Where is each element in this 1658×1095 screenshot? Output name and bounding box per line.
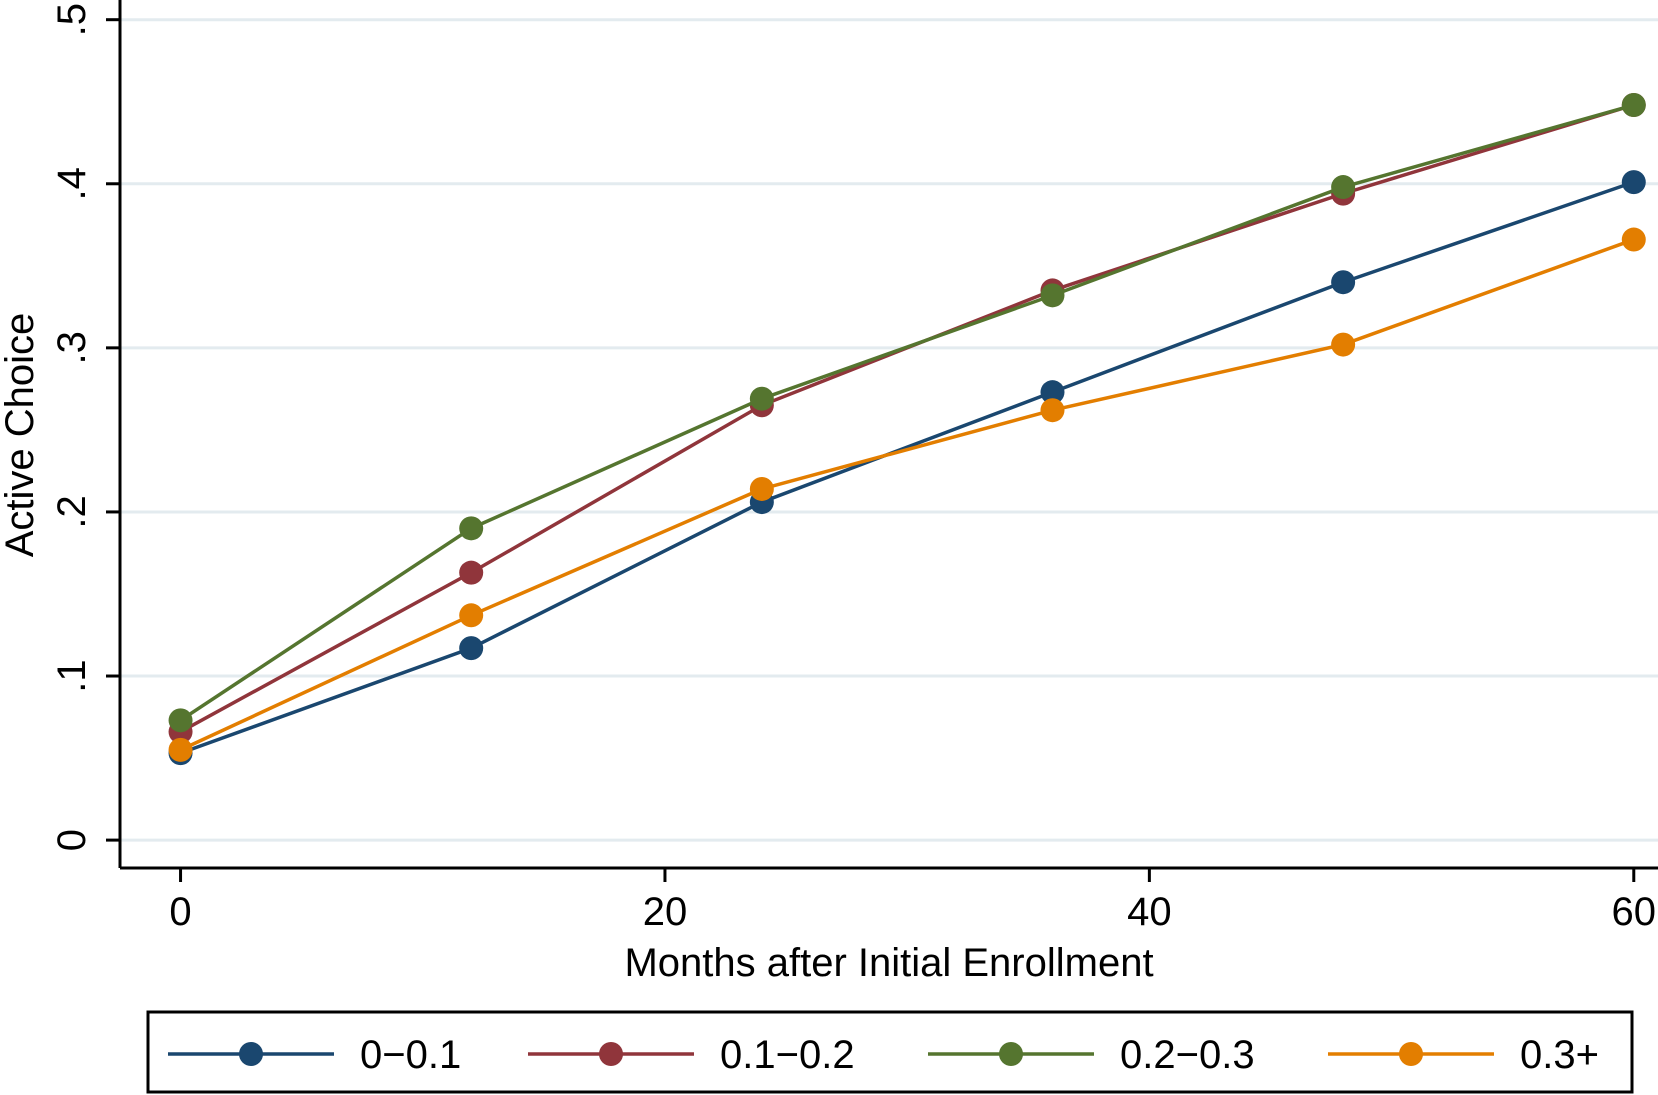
legend-label: 0.2−0.3 bbox=[1120, 1033, 1255, 1077]
legend-label: 0.1−0.2 bbox=[720, 1033, 855, 1077]
y-tick-label: .4 bbox=[50, 167, 94, 200]
data-point bbox=[1040, 283, 1065, 308]
series-0.3+ bbox=[168, 227, 1646, 762]
y-tick-label: .3 bbox=[50, 331, 94, 364]
axes: 0 .1 .2 .3 .4 .5 0 20 40 60 bbox=[50, 0, 1658, 934]
data-point bbox=[459, 560, 484, 585]
legend-swatch-marker bbox=[239, 1042, 263, 1066]
data-point bbox=[1621, 170, 1646, 195]
legend-swatch-marker bbox=[999, 1042, 1023, 1066]
data-point bbox=[749, 386, 774, 411]
legend-swatch-marker bbox=[599, 1042, 623, 1066]
x-tick-label: 40 bbox=[1127, 890, 1172, 934]
data-point bbox=[1040, 398, 1065, 423]
data-point bbox=[1331, 332, 1356, 357]
x-tick-label: 20 bbox=[643, 890, 688, 934]
y-tick-label: .5 bbox=[50, 3, 94, 36]
legend-box bbox=[146, 1010, 1634, 1094]
y-axis-title: Active Choice bbox=[0, 313, 42, 558]
data-point bbox=[1040, 380, 1065, 405]
series-group bbox=[168, 93, 1646, 766]
data-point bbox=[459, 516, 484, 541]
legend-label: 0−0.1 bbox=[360, 1033, 461, 1077]
x-axis-title: Months after Initial Enrollment bbox=[624, 941, 1153, 985]
data-point bbox=[1331, 175, 1356, 200]
legend-swatch-marker bbox=[1399, 1042, 1423, 1066]
data-point bbox=[168, 737, 193, 762]
legend: 0−0.1 0.1−0.2 0.2−0.3 0.3+ bbox=[146, 1010, 1634, 1094]
y-tick-label: .1 bbox=[50, 659, 94, 692]
data-point bbox=[1621, 227, 1646, 252]
series-line bbox=[179, 237, 1635, 752]
series-0.2−0.3 bbox=[168, 93, 1646, 733]
y-tick-label: 0 bbox=[50, 829, 94, 851]
data-point bbox=[749, 476, 774, 501]
x-tick-label: 60 bbox=[1612, 890, 1657, 934]
data-point bbox=[1331, 270, 1356, 295]
data-point bbox=[459, 636, 484, 661]
series-line bbox=[179, 180, 1635, 755]
legend-label: 0.3+ bbox=[1520, 1033, 1599, 1077]
data-point bbox=[459, 603, 484, 628]
data-point bbox=[168, 708, 193, 733]
grid-lines bbox=[120, 18, 1658, 842]
x-tick-label: 0 bbox=[169, 890, 191, 934]
y-tick-label: .2 bbox=[50, 495, 94, 528]
series-line bbox=[179, 103, 1635, 722]
data-point bbox=[1621, 93, 1646, 118]
